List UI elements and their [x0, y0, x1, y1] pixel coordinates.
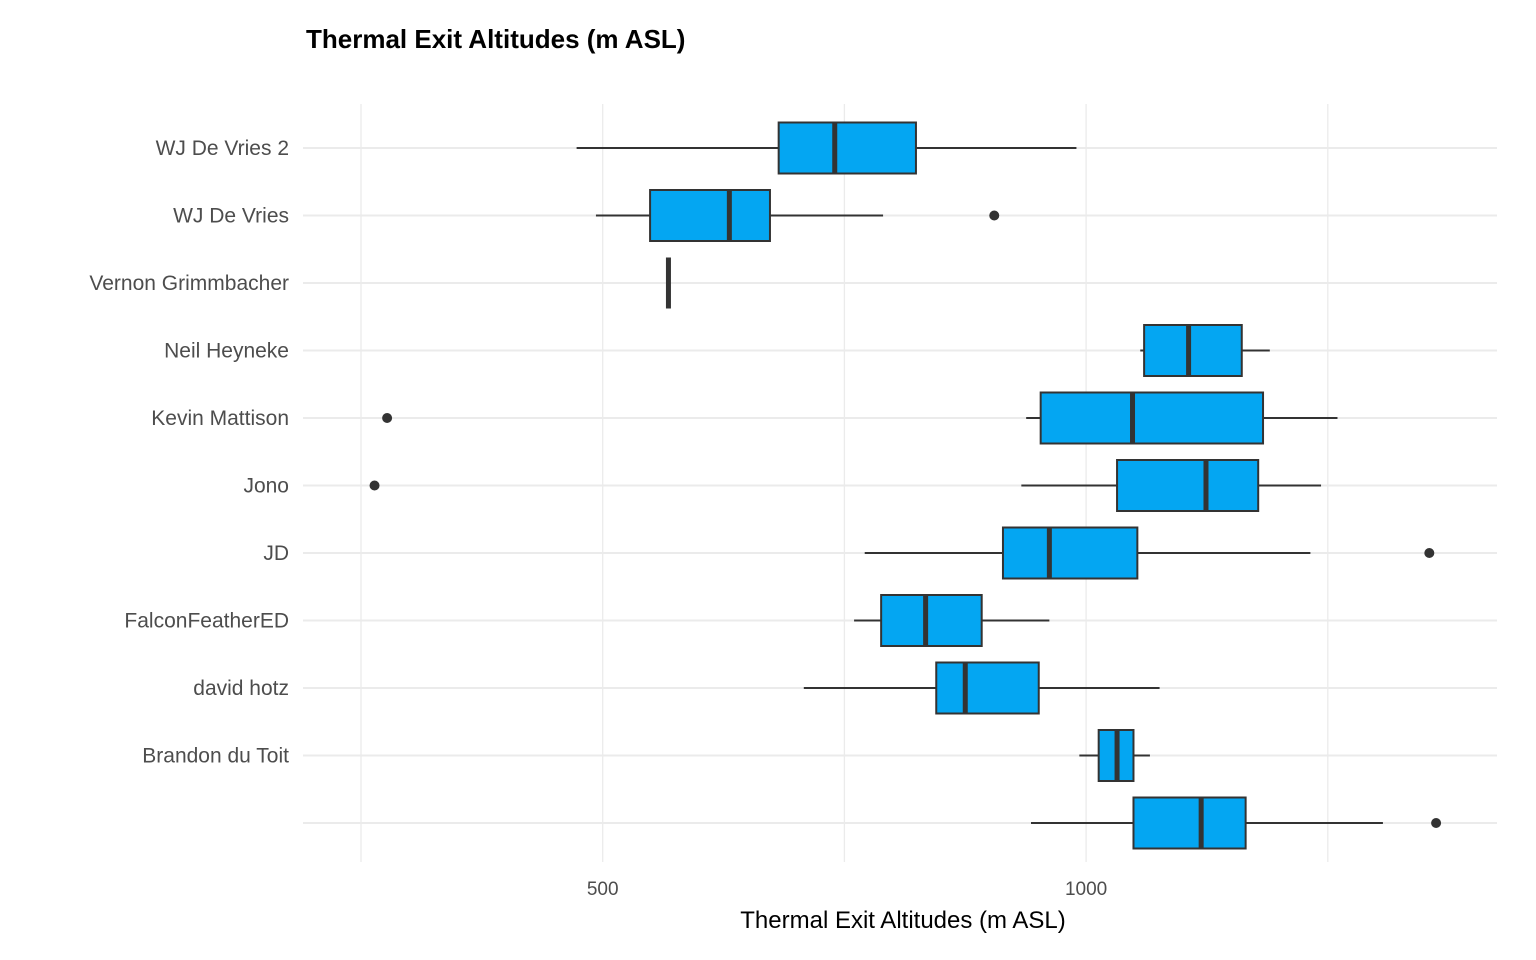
iqr-box: [1143, 324, 1243, 377]
y-axis-labels: WJ De Vries 2 WJ De Vries Vernon Grimmbach…: [89, 137, 289, 768]
box-brandon-du-toit: [1079, 729, 1150, 782]
y-tick-label: Neil Heyneke: [164, 340, 289, 363]
outlier-point: [1431, 818, 1442, 828]
iqr-box: [649, 189, 771, 242]
y-tick-label: Vernon Grimmbacher: [89, 272, 289, 295]
x-axis-title: Thermal Exit Altitudes (m ASL): [740, 907, 1065, 934]
x-tick-label: 500: [587, 879, 619, 900]
box-jd: [864, 526, 1435, 580]
box-david-hotz: [803, 661, 1160, 715]
x-tick-label: 1000: [1065, 879, 1107, 900]
grid-layer: [303, 104, 1497, 862]
box-wj-de-vries: [595, 189, 1000, 242]
y-tick-label: WJ De Vries 2: [156, 137, 289, 160]
iqr-box: [1001, 526, 1139, 580]
iqr-box: [777, 121, 917, 175]
y-tick-label: FalconFeatherED: [124, 610, 289, 633]
y-tick-label: WJ De Vries: [173, 205, 289, 228]
outlier-point: [1424, 548, 1435, 558]
y-tick-label: Brandon du Toit: [142, 745, 289, 768]
box-unlabeled: [1031, 796, 1442, 850]
box-wj-de-vries-2: [576, 121, 1077, 175]
box-neil-heyneke: [1140, 324, 1270, 377]
y-tick-label: Jono: [243, 475, 289, 498]
box-kevin-mattison: [382, 391, 1338, 445]
x-axis-ticks: 500 1000: [587, 879, 1107, 900]
y-tick-label: Kevin Mattison: [151, 407, 289, 430]
outlier-point: [382, 413, 393, 423]
chart-title: Thermal Exit Altitudes (m ASL): [306, 24, 685, 54]
box-jono: [369, 459, 1322, 512]
iqr-box: [1039, 391, 1265, 445]
iqr-box: [935, 661, 1040, 715]
iqr-box: [880, 594, 983, 647]
y-tick-label: JD: [263, 542, 289, 565]
y-tick-label: david hotz: [193, 677, 289, 700]
outlier-point: [369, 480, 380, 491]
iqr-box: [1116, 459, 1260, 512]
box-falconfeathered: [854, 594, 1050, 647]
box-layer: [369, 121, 1442, 850]
iqr-box: [1132, 796, 1247, 850]
outlier-point: [989, 210, 1000, 221]
